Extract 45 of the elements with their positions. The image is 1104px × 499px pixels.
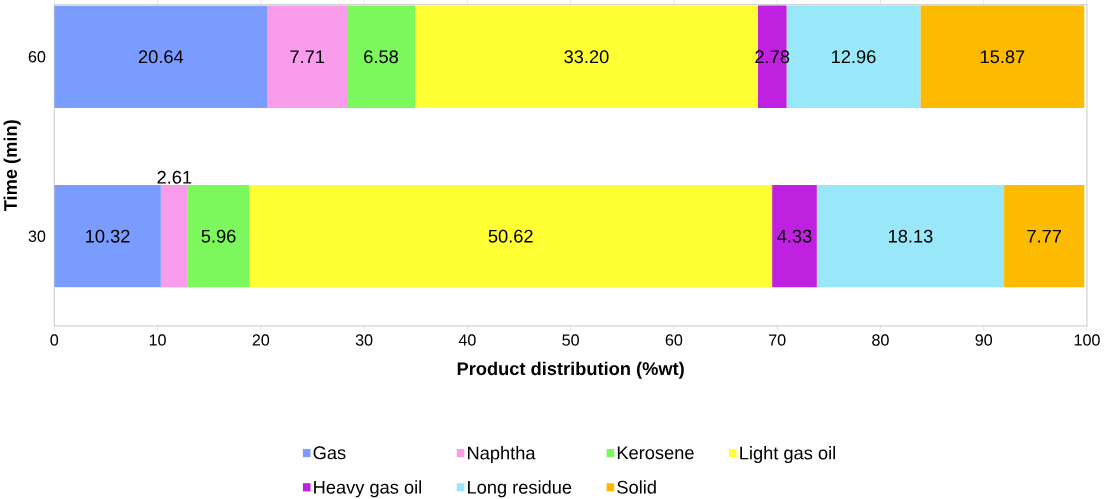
data-label: 15.87 [980,50,1025,63]
bar [757,5,787,108]
x-tick-label: 50 [562,334,579,346]
data-label: 50.62 [488,229,533,243]
x-tick-label: 30 [355,334,373,346]
legend-label: Long residue [468,480,572,498]
data-label: 10.32 [86,229,130,243]
y-axis-title: Time (min) [3,120,21,211]
data-label: 7.77 [1027,229,1062,243]
x-tick-label: 0 [50,334,59,346]
x-tick-label: 60 [665,334,683,346]
bar [187,184,250,288]
bar [249,184,773,288]
x-tick-label: 40 [458,334,476,346]
x-tick-label: 20 [252,334,270,346]
legend-label: Naphtha [468,445,536,463]
legend-label: Gas [313,446,346,460]
data-label: 6.58 [364,50,398,63]
bar [920,5,1085,108]
bar [54,5,268,108]
bar [267,5,348,108]
bar [1004,184,1085,288]
data-label: 33.20 [564,50,609,63]
data-label: 12.96 [832,50,876,63]
x-axis-title: Product distribution (%wt) [457,361,684,379]
data-label: 5.96 [201,229,236,243]
bar [347,5,415,108]
data-label: 2.61 [157,170,192,184]
bar [772,184,817,288]
legend-label: Heavy gas oil [314,480,421,498]
legend-label: Kerosene [617,446,694,459]
x-tick-label: 100 [1074,334,1100,346]
x-tick-label: 90 [975,334,993,346]
x-tick-label: 70 [769,334,786,346]
x-tick-label: 10 [149,334,166,346]
legend-label: Light gas oil [740,445,835,463]
bar [816,184,1005,288]
bar [160,184,188,288]
x-tick-label: 80 [872,334,889,346]
data-label: 7.71 [290,50,325,63]
legend-label: Solid [617,480,656,494]
data-label: 4.33 [777,229,812,243]
data-label: 18.13 [889,229,933,243]
data-label: 20.64 [138,50,184,63]
bar [54,184,161,288]
